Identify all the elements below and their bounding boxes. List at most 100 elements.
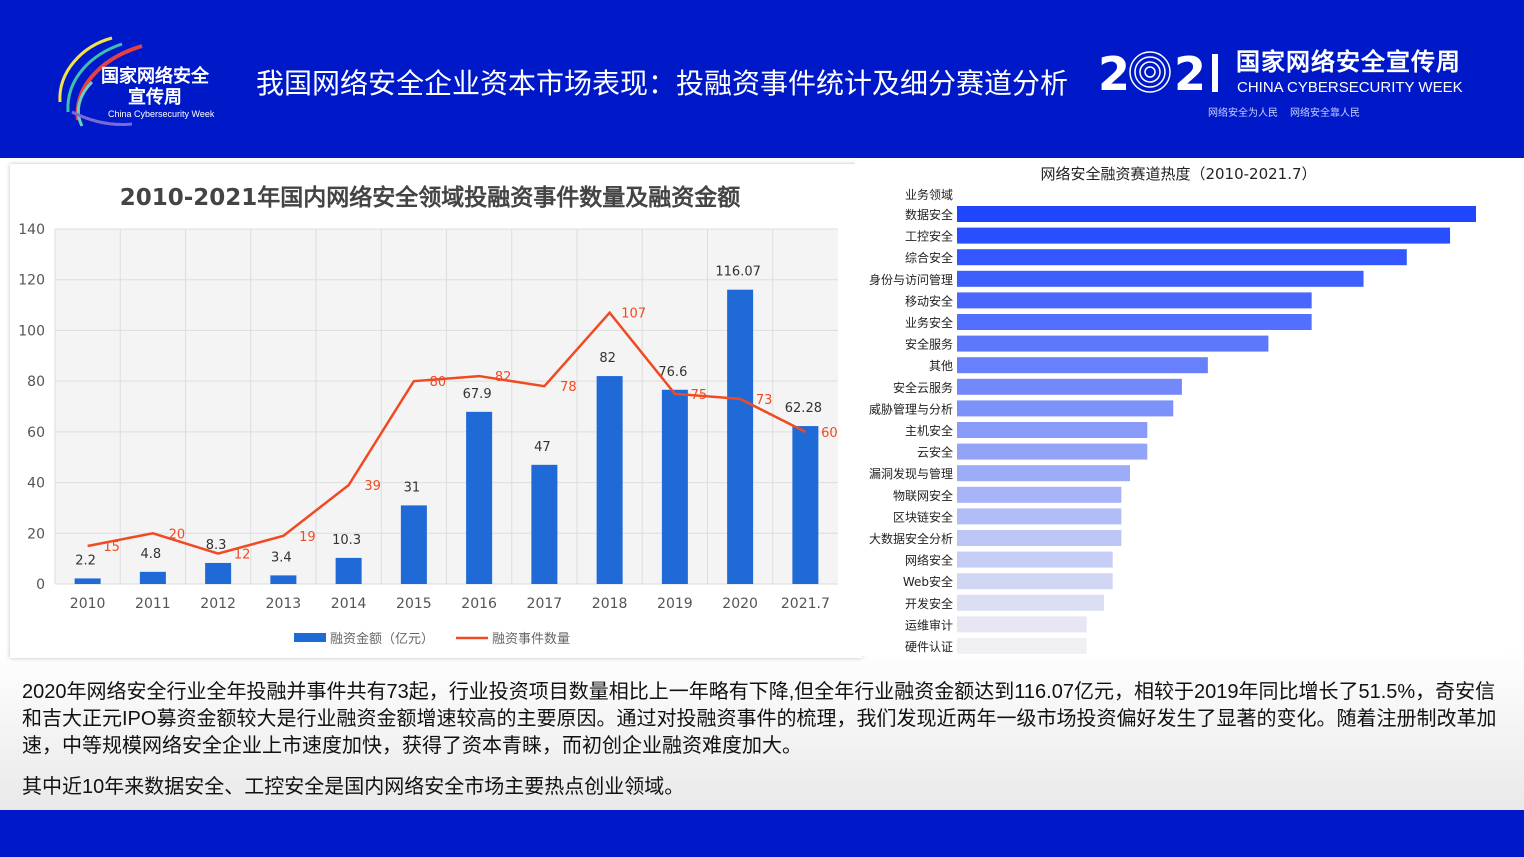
sector-bar xyxy=(957,443,1148,460)
count-label: 78 xyxy=(560,380,577,395)
sector-label: 威胁管理与分析 xyxy=(869,401,953,416)
amount-label: 67.9 xyxy=(463,387,492,402)
x-tick-label: 2018 xyxy=(592,596,628,612)
sector-label: 网络安全 xyxy=(905,553,953,568)
amount-bar xyxy=(727,289,754,584)
sector-chart-card: 网络安全融资赛道热度（2010-2021.7） 业务领域 数据安全 工控安全 综合安… xyxy=(855,158,1502,656)
sector-label: 工控安全 xyxy=(905,229,953,244)
logo-year-digit: 2 xyxy=(1174,48,1206,94)
amount-bar xyxy=(792,426,819,584)
x-tick-label: 2014 xyxy=(331,596,367,612)
x-tick-label: 2012 xyxy=(200,596,236,612)
summary-paragraph: 2020年网络安全行业全年投融并事件共有73起，行业投资项目数量相比上一年略有下… xyxy=(22,681,1497,757)
amount-label: 8.3 xyxy=(206,538,227,553)
week-title-en: CHINA CYBERSECURITY WEEK xyxy=(1237,79,1463,96)
sector-bar xyxy=(957,638,1087,654)
amount-bar xyxy=(335,557,362,584)
count-label: 107 xyxy=(621,307,646,322)
sector-label: 其他 xyxy=(929,359,953,373)
sector-label: Web安全 xyxy=(903,574,953,589)
count-label: 39 xyxy=(364,479,381,494)
slogan: 网络安全为人民 xyxy=(1208,108,1278,119)
cybersecurity-week-logo xyxy=(58,36,143,127)
amount-label: 3.4 xyxy=(271,550,292,565)
x-tick-label: 2010 xyxy=(70,596,106,612)
sector-bar xyxy=(957,573,1113,590)
sector-bar xyxy=(957,335,1269,352)
count-label: 73 xyxy=(756,393,773,408)
count-line xyxy=(87,310,806,555)
sector-label: 数据安全 xyxy=(905,207,953,222)
amount-bar xyxy=(205,562,232,584)
amount-label: 31 xyxy=(404,480,421,495)
sector-label: 业务安全 xyxy=(905,315,953,330)
sector-label: 安全服务 xyxy=(905,337,953,352)
amount-label: 10.3 xyxy=(332,533,361,548)
sector-label: 云安全 xyxy=(917,445,953,460)
y-tick-label: 20 xyxy=(27,526,45,542)
legend-line-label: 融资事件数量 xyxy=(492,632,570,647)
sector-label: 主机安全 xyxy=(905,423,953,438)
logo-left-subtitle: China Cybersecurity Week xyxy=(108,109,215,119)
x-tick-label: 2011 xyxy=(135,596,171,612)
legend-bar-swatch xyxy=(294,633,326,642)
summary-conclusion: 其中近10年来数据安全、工控安全是国内网络安全市场主要热点创业领域。 xyxy=(22,776,685,798)
x-tick-label: 2017 xyxy=(527,596,563,612)
x-tick-label: 2013 xyxy=(266,596,302,612)
count-label: 75 xyxy=(691,388,708,403)
x-tick-label: 2015 xyxy=(396,596,432,612)
amount-label: 2.2 xyxy=(75,553,96,568)
sector-bar xyxy=(957,400,1174,417)
chart-title: 2010-2021年国内网络安全领域投融资事件数量及融资金额 xyxy=(119,185,741,211)
header: 国家网络安全宣传周 China Cybersecurity Week 我国网络安… xyxy=(0,0,1524,158)
y-tick-label: 60 xyxy=(27,425,45,441)
sector-bar xyxy=(957,227,1451,244)
y-tick-label: 100 xyxy=(18,323,45,339)
chart-title: 网络安全融资赛道热度（2010-2021.7） xyxy=(1040,165,1317,183)
logo-2021-fingerprint: 2 2 xyxy=(1098,48,1218,94)
page-title: 我国网络安全企业资本市场表现：投融资事件统计及细分赛道分析 xyxy=(256,68,1069,99)
sector-label: 身份与访问管理 xyxy=(869,272,953,287)
sector-bar xyxy=(957,249,1407,266)
y-tick-label: 0 xyxy=(36,577,45,593)
sector-bar xyxy=(957,465,1130,482)
sector-label: 区块链安全 xyxy=(893,509,953,524)
sector-label: 硬件认证 xyxy=(905,640,953,654)
sector-bar xyxy=(957,616,1087,633)
slogan: 网络安全靠人民 xyxy=(1290,108,1360,119)
count-label: 20 xyxy=(169,527,186,542)
amount-label: 62.28 xyxy=(785,401,822,416)
count-label: 60 xyxy=(821,426,838,441)
axis-title: 业务领域 xyxy=(904,188,953,202)
logo-year-digit: 2 xyxy=(1098,48,1130,94)
count-label: 15 xyxy=(103,540,120,555)
sector-bar xyxy=(957,206,1476,222)
amount-bar xyxy=(400,505,427,584)
amount-bar xyxy=(466,411,493,584)
sector-bar xyxy=(957,551,1113,568)
legend-bar-label: 融资金额（亿元） xyxy=(330,631,434,647)
y-tick-label: 120 xyxy=(18,273,45,289)
sector-label: 大数据安全分析 xyxy=(869,531,953,546)
amount-label: 47 xyxy=(534,440,551,455)
amount-label: 116.07 xyxy=(715,265,761,280)
sector-label: 移动安全 xyxy=(905,293,953,308)
sector-bar xyxy=(957,270,1364,287)
amount-bar xyxy=(661,389,688,584)
sector-label: 漏洞发现与管理 xyxy=(869,466,953,481)
x-tick-label: 2016 xyxy=(461,596,497,612)
fingerprint-icon xyxy=(1129,51,1171,93)
amount-bar xyxy=(74,578,101,584)
sector-label: 开发安全 xyxy=(905,596,953,611)
x-tick-label: 2021.7 xyxy=(781,596,830,612)
content-area: 2010-2021年国内网络安全领域投融资事件数量及融资金额 0 20 40 60 80… xyxy=(0,158,1524,810)
amount-bar xyxy=(139,571,166,584)
amount-bar xyxy=(270,575,297,584)
week-title-cn: 国家网络安全宣传周 xyxy=(1236,48,1461,76)
sector-label: 运维审计 xyxy=(905,617,953,632)
sector-bar xyxy=(957,508,1122,525)
sector-bar xyxy=(957,292,1312,309)
sector-bar-chart: 数据安全工控安全综合安全身份与访问管理移动安全业务安全安全服务其他安全云服务威胁… xyxy=(869,206,1476,654)
summary-block: 2020年网络安全行业全年投融并事件共有73起，行业投资项目数量相比上一年略有下… xyxy=(22,679,1507,801)
